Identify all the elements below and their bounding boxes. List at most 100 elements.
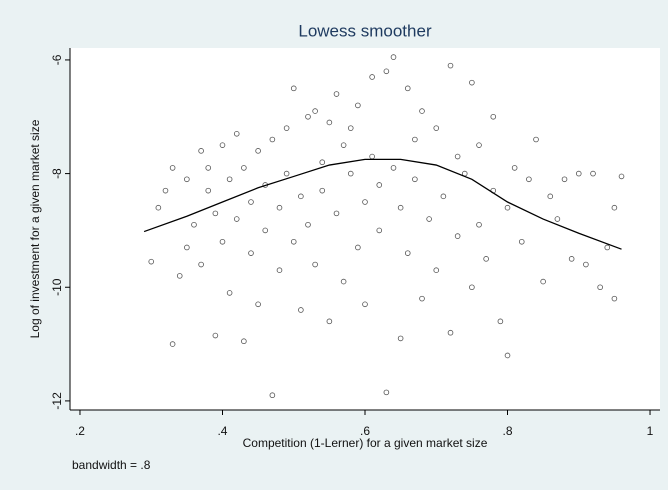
scatter-point [298, 307, 304, 313]
scatter-point [298, 193, 304, 200]
scatter-point [433, 267, 440, 274]
scatter-point [347, 170, 354, 177]
y-tick-label: -6 [50, 54, 64, 65]
scatter-point [554, 216, 561, 222]
x-tick-label: .8 [503, 424, 513, 438]
x-tick-label: .2 [75, 424, 85, 438]
scatter-point [219, 238, 226, 245]
scatter-point [319, 159, 326, 166]
scatter-point [340, 278, 347, 285]
scatter-point [362, 199, 368, 205]
note: bandwidth = .8 [72, 458, 151, 472]
scatter-point [483, 256, 489, 262]
scatter-point [184, 176, 190, 183]
scatter-point [412, 176, 418, 183]
x-axis-title: Competition (1-Lerner) for a given marke… [243, 436, 488, 450]
scatter-point [583, 261, 589, 268]
scatter-point [305, 113, 311, 120]
scatter-point [162, 187, 169, 194]
scatter-point [440, 193, 447, 200]
scatter-point [469, 79, 475, 86]
scatter-point [212, 210, 219, 217]
scatter-point [305, 221, 311, 228]
scatter-point [404, 250, 411, 256]
scatter-point [575, 170, 582, 177]
scatter-point [476, 221, 482, 228]
scatter-point [283, 125, 290, 131]
scatter-point [248, 250, 254, 256]
scatter-point [255, 301, 261, 308]
scatter-point [269, 392, 276, 399]
scatter-point [276, 267, 283, 274]
scatter-point [397, 335, 404, 342]
scatter-point [540, 278, 546, 285]
scatter-point [447, 62, 454, 69]
scatter-point [226, 290, 233, 296]
scatter-point [511, 165, 518, 171]
scatter-point [312, 261, 318, 268]
scatter-point [233, 216, 240, 222]
x-tick-label: .4 [217, 424, 227, 438]
scatter-point [568, 256, 575, 262]
scatter-point [333, 91, 340, 97]
scatter-point [248, 199, 254, 205]
y-tick-label: -8 [50, 168, 64, 179]
x-tick-label: .6 [360, 424, 370, 438]
scatter-point [454, 233, 461, 239]
scatter-point [497, 318, 504, 325]
plot-area [70, 48, 660, 410]
y-tick-label: -12 [50, 392, 64, 410]
scatter-point [590, 170, 596, 177]
scatter-point [618, 173, 625, 180]
scatter-point [419, 295, 425, 302]
scatter-point [347, 125, 354, 131]
scatter-point [490, 113, 497, 120]
scatter-point [212, 332, 219, 339]
scatter-point [262, 227, 269, 234]
scatter-point [290, 85, 297, 92]
scatter-point [176, 273, 183, 279]
scatter-point [604, 244, 611, 251]
scatter-point [611, 295, 618, 302]
scatter-point [312, 108, 318, 114]
scatter-point [155, 204, 162, 211]
scatter-point [390, 54, 397, 60]
scatter-point [426, 216, 432, 222]
scatter-point [383, 389, 390, 396]
scatter-point [241, 165, 247, 171]
scatter-point [469, 284, 475, 291]
scatter-point [255, 148, 261, 154]
scatter-point [390, 165, 397, 171]
scatter-point [355, 102, 361, 109]
scatter-point [547, 193, 554, 200]
scatter-point [376, 182, 383, 188]
scatter-point [319, 187, 326, 194]
scatter-point [169, 165, 176, 171]
scatter-point [412, 136, 418, 143]
scatter-point [333, 210, 340, 217]
scatter-point [326, 318, 333, 325]
scatter-point [419, 108, 425, 114]
scatter-point [526, 176, 532, 183]
scatter-point [504, 352, 511, 359]
scatter-point [241, 338, 247, 345]
scatter-point [454, 153, 461, 160]
scatter-point [326, 119, 333, 126]
scatter-point [191, 221, 197, 228]
scatter-point [283, 170, 290, 177]
scatter-point [184, 244, 190, 251]
scatter-point [404, 85, 411, 92]
x-tick-label: 1 [647, 424, 654, 438]
scatter-point [198, 261, 204, 268]
scatter-point [233, 131, 240, 137]
y-axis-title: Log of investment for a given market siz… [28, 119, 42, 338]
scatter-point [340, 142, 347, 148]
scatter-point [611, 204, 618, 211]
scatter-point [276, 204, 283, 211]
scatter-point [397, 204, 404, 211]
chart-title: Lowess smoother [298, 21, 432, 40]
scatter-point [561, 176, 568, 183]
scatter-point [533, 136, 539, 143]
scatter-point [476, 142, 482, 148]
